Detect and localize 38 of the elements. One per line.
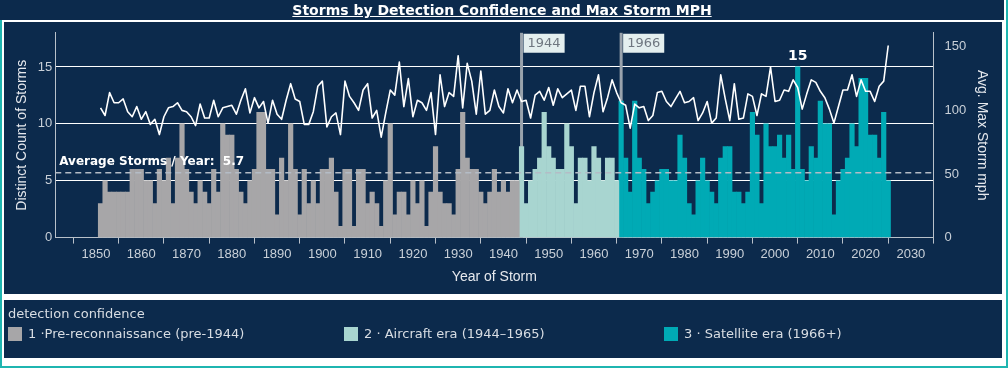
x-tick-label: 1980: [670, 245, 699, 261]
legend-label: 3 · Satellite era (1966+): [684, 326, 842, 341]
x-axis-title: Year of Storm: [451, 268, 537, 285]
x-tick-label: 2020: [851, 245, 881, 261]
x-tick-label: 2010: [805, 245, 835, 261]
y2-tick-label: 0: [944, 229, 952, 245]
y2-axis-title: Avg. Max Storm mph: [974, 69, 991, 201]
x-tick-label: 1890: [262, 245, 292, 261]
x-tick-label: 1960: [579, 245, 609, 261]
y-tick-label: 10: [37, 115, 53, 131]
y-tick-label: 15: [37, 58, 53, 74]
x-tick-label: 2030: [896, 245, 926, 261]
y2-tick-label: 150: [944, 38, 967, 54]
chart-title: Storms by Detection Confidence and Max Storm MPH: [0, 0, 1004, 20]
x-tick-label: 1860: [126, 245, 156, 261]
x-tick-label: 1970: [624, 245, 654, 261]
data-label: 15: [787, 46, 808, 63]
ref-line-label: 1944: [527, 35, 561, 51]
x-tick-label: 1950: [534, 245, 564, 261]
x-tick-label: 1880: [217, 245, 247, 261]
x-tick-label: 1930: [443, 245, 473, 261]
x-tick-label: 2000: [760, 245, 790, 261]
y-tick-label: 0: [45, 229, 53, 245]
x-tick-label: 1910: [353, 245, 383, 261]
y2-tick-label: 100: [944, 101, 967, 117]
x-tick-label: 1920: [398, 245, 428, 261]
y2-tick-label: 50: [944, 165, 959, 181]
legend-label: 2 · Aircraft era (1944–1965): [364, 326, 545, 341]
legend-label: 1 ·Pre-reconnaissance (pre-1944): [28, 326, 245, 341]
x-tick-label: 1990: [715, 245, 745, 261]
y-tick-label: 5: [45, 172, 53, 188]
x-tick-label: 1870: [172, 245, 202, 261]
x-tick-label: 1850: [81, 245, 111, 261]
x-tick-label: 1900: [307, 245, 337, 261]
legend-title: detection confidence: [8, 306, 145, 321]
ref-line-label: 1966: [627, 35, 661, 51]
y-axis-title: Distinct Count of Storms: [13, 59, 30, 211]
x-tick-label: 1940: [488, 245, 518, 261]
